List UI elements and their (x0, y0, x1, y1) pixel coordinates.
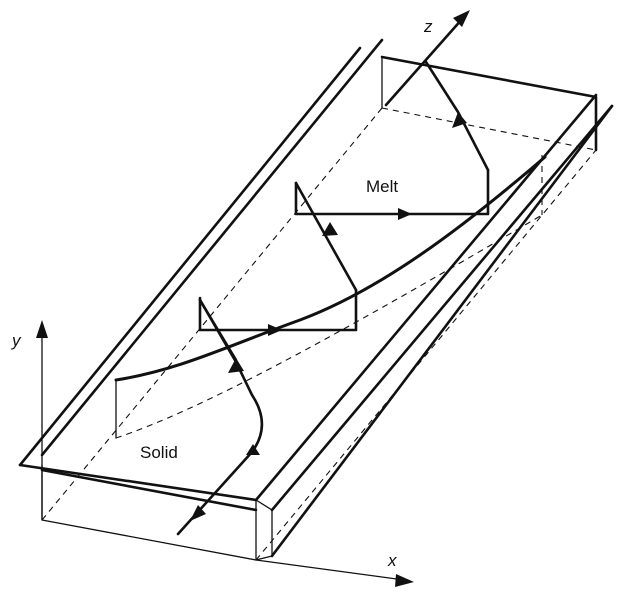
y-axis-arrow-icon (36, 320, 48, 338)
hidden-left-bottom (41, 107, 383, 521)
profile-lower-outline (198, 288, 358, 332)
front-top-edge-inner (40, 468, 258, 512)
x-axis-arrow-icon (395, 574, 414, 587)
channel-block (18, 55, 598, 561)
solid-region-label: Solid (140, 443, 178, 462)
hidden-far-bottom (381, 107, 597, 151)
right-rail-lower (270, 104, 614, 512)
streamline-arrow-profile1 (228, 358, 244, 373)
profile-lower-right-arrow (268, 324, 282, 336)
x-axis-label: x (387, 551, 397, 570)
velocity-profile-upper (294, 168, 490, 220)
profile-upper-outline (294, 168, 490, 216)
right-inner-rail (270, 104, 614, 558)
streamline-arrow-profile2 (322, 222, 338, 236)
streamline-arrow-bottom (190, 505, 206, 521)
melt-region-label: Melt (366, 177, 398, 196)
interface-bottom-curve (115, 214, 543, 439)
front-right-step (255, 499, 273, 511)
x-axis-line (255, 559, 405, 581)
streamline-arrow-mid (246, 444, 260, 455)
left-inner-rail (40, 38, 384, 457)
streamline (176, 60, 490, 536)
interface (114, 155, 547, 439)
axes: y x z (11, 10, 470, 587)
profile-upper-right-arrow (398, 208, 412, 220)
z-axis-label: z (423, 17, 433, 36)
hidden-right-bottom (255, 149, 597, 561)
y-axis-label: y (11, 331, 22, 350)
far-top-face (380, 55, 598, 152)
z-axis-line (384, 16, 465, 107)
front-bottom-step (255, 555, 273, 561)
left-outer-rail (18, 46, 362, 467)
front-top-edge (18, 463, 258, 502)
streamline-arrow-top (452, 112, 467, 128)
z-axis-arrow-icon (453, 10, 470, 27)
front-face (41, 464, 257, 561)
